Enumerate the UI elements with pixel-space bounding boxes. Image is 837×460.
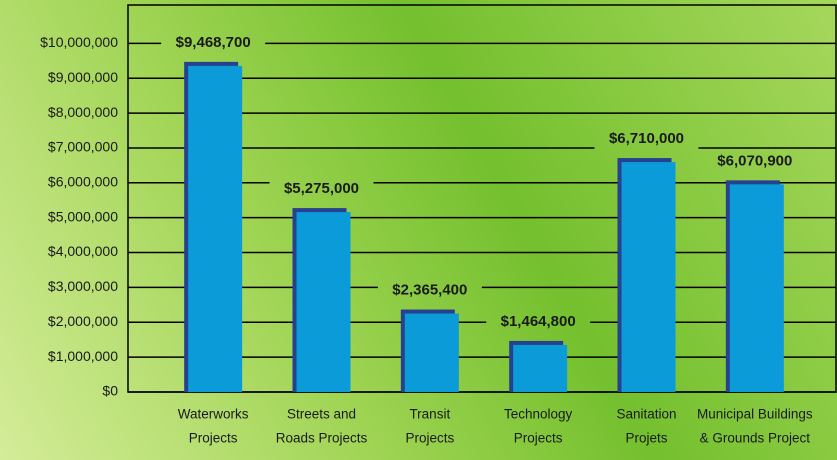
bar: [513, 344, 568, 392]
x-tick-label: & Grounds Project: [700, 431, 811, 446]
y-tick-label: $2,000,000: [48, 313, 118, 329]
value-label-bg: [269, 179, 374, 200]
bar: [404, 313, 459, 392]
value-label: $1,464,800: [501, 313, 576, 330]
y-tick-label: $1,000,000: [48, 348, 118, 364]
y-tick-label: $8,000,000: [48, 104, 118, 120]
y-tick-label: $4,000,000: [48, 243, 118, 259]
value-label: $9,468,700: [176, 34, 251, 51]
x-tick-label: Projets: [625, 431, 667, 446]
value-label-bg: [594, 129, 699, 150]
x-tick-label: Roads Projects: [276, 431, 368, 446]
bar: [296, 212, 351, 392]
y-tick-label: $0: [102, 383, 118, 399]
y-tick-label: $10,000,000: [40, 34, 118, 50]
bar: [621, 162, 676, 392]
x-tick-label: Projects: [189, 431, 238, 446]
y-tick-label: $7,000,000: [48, 139, 118, 155]
value-label: $6,710,000: [609, 130, 684, 147]
y-tick-label: $5,000,000: [48, 208, 118, 224]
y-tick-label: $3,000,000: [48, 278, 118, 294]
y-tick-label: $6,000,000: [48, 174, 118, 190]
x-tick-label: Projects: [405, 431, 454, 446]
x-tick-label: Streets and: [287, 407, 356, 422]
value-label-bg: [486, 311, 591, 332]
bar: [188, 65, 243, 392]
value-label-bg: [161, 32, 266, 53]
plot-frame: [127, 4, 837, 393]
x-tick-label: Sanitation: [616, 407, 676, 422]
value-label: $2,365,400: [392, 281, 467, 298]
x-tick-label: Municipal Buildings: [697, 407, 813, 422]
value-label: $5,275,000: [284, 180, 359, 197]
x-tick-label: Transit: [409, 407, 450, 422]
y-tick-label: $9,000,000: [48, 69, 118, 85]
bar: [729, 184, 784, 392]
value-label: $6,070,900: [717, 152, 792, 169]
x-tick-label: Waterworks: [178, 407, 249, 422]
x-tick-label: Technology: [504, 407, 573, 422]
value-label-bg: [377, 280, 482, 301]
x-tick-label: Projects: [514, 431, 563, 446]
value-label-bg: [702, 151, 807, 172]
